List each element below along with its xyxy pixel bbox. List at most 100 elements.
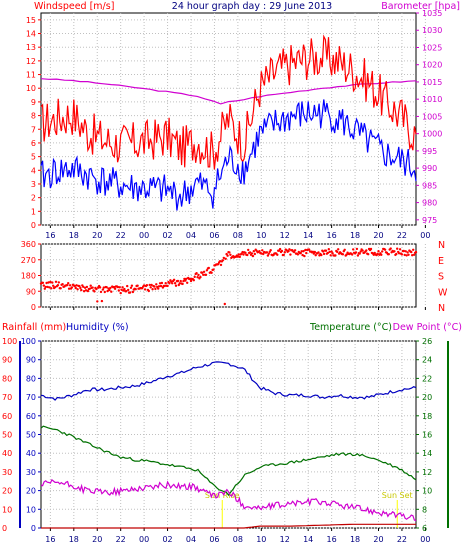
wind-direction-point: [237, 253, 240, 256]
climate-x-tick-label: 20: [373, 535, 383, 544]
wind-direction-point: [246, 253, 249, 257]
climate-left-tick-label: 30: [26, 468, 36, 477]
wind-direction-point: [121, 286, 124, 289]
wind-x-tick-label: 18: [69, 231, 79, 240]
wind-direction-point: [226, 254, 229, 257]
wind-direction-point: [68, 284, 72, 287]
wind-x-tick-label: 10: [256, 231, 266, 240]
wind-right-tick-label: 995: [422, 147, 437, 156]
wind-right-tick-label: 1030: [422, 26, 442, 35]
wind-direction-point: [59, 287, 62, 290]
wind-direction-point: [313, 250, 316, 254]
wind-direction-point: [324, 249, 328, 252]
wind-direction-point: [358, 252, 361, 255]
wind-direction-point: [393, 250, 396, 253]
wind-left-tick-label: 3: [31, 180, 36, 189]
wind-direction-point: [369, 247, 373, 251]
wind-direction-point: [287, 249, 290, 253]
wind-direction-point: [267, 252, 270, 255]
wind-direction-point: [179, 279, 182, 283]
graph-title: 24 hour graph day : 29 June 2013: [172, 1, 332, 12]
wind-direction-point: [53, 286, 57, 289]
wind-direction-point: [154, 287, 157, 291]
wind-x-tick-label: 06: [209, 231, 219, 240]
wind-direction-point: [262, 252, 265, 256]
wind-direction-point: [327, 248, 330, 251]
wind-direction-point: [376, 252, 379, 255]
wind-direction-point: [383, 248, 387, 251]
rainfall-tick-label: 50: [2, 431, 12, 440]
wind-direction-point: [75, 284, 78, 287]
wind-direction-point: [155, 283, 158, 286]
wind-right-tick-label: 1025: [422, 43, 442, 52]
wind-left-tick-label: 7: [31, 125, 36, 134]
wind-direction-point: [278, 247, 282, 251]
wind-left-tick-label: 11: [26, 71, 36, 80]
wind-direction-point: [303, 254, 306, 258]
wind-direction-point: [300, 250, 303, 253]
wind-direction-point: [163, 284, 166, 288]
wind-direction-point: [201, 271, 204, 274]
wind-direction-point: [299, 251, 302, 255]
climate-x-tick-label: 22: [116, 535, 126, 544]
climate-left-tick-label: 80: [26, 374, 36, 383]
wind-direction-point: [192, 279, 195, 282]
wind-direction-point: [44, 285, 47, 289]
wind-direction-point: [49, 280, 52, 284]
wind-direction-point: [168, 282, 171, 285]
wind-direction-point: [142, 284, 146, 287]
wind-x-tick-label: 00: [420, 231, 430, 240]
wind-direction-point: [218, 260, 222, 263]
wind-direction-point: [134, 288, 137, 291]
climate-right-tick-label: 16: [422, 431, 432, 440]
wind-direction-point: [414, 250, 418, 254]
climate-x-tick-label: 08: [233, 535, 243, 544]
wind-left-tick-label: 6: [31, 139, 36, 148]
wind-direction-point: [116, 285, 120, 289]
wind-direction-point: [147, 289, 150, 293]
wind-right-tick-label: 1005: [422, 112, 442, 121]
compass-label: E: [438, 256, 444, 267]
wind-direction-point: [247, 248, 250, 252]
wind-direction-point: [54, 280, 58, 283]
wind-x-tick-label: 20: [92, 231, 102, 240]
wind-direction-point: [326, 251, 330, 255]
wind-direction-point: [158, 282, 162, 285]
wind-direction-point: [47, 281, 50, 284]
wind-direction-point: [336, 250, 339, 254]
compass-label: N: [438, 240, 445, 251]
wind-left-tick-label: 9: [31, 98, 36, 107]
wind-direction-point: [355, 247, 359, 251]
wind-direction-point: [157, 287, 160, 290]
wind-direction-point: [304, 248, 307, 252]
climate-left-tick-label: 10: [26, 505, 36, 514]
wind-direction-point: [83, 286, 87, 289]
climate-x-tick-label: 18: [350, 535, 360, 544]
wind-direction-point: [351, 253, 354, 256]
rainfall-tick-label: 70: [2, 393, 12, 402]
wind-direction-point: [276, 253, 279, 256]
wind-direction-point: [171, 282, 174, 285]
wind-direction-point: [160, 281, 164, 285]
wind-direction-point: [283, 251, 286, 254]
wind-left-tick-label: 13: [26, 43, 36, 52]
wind-direction-point: [127, 288, 130, 292]
wind-direction-point: [189, 279, 193, 283]
wind-direction-point: [305, 251, 308, 255]
wind-direction-point: [88, 287, 92, 290]
climate-left-tick-label: 100: [21, 337, 36, 346]
wind-direction-point: [130, 284, 134, 287]
wind-direction-point: [98, 286, 102, 289]
wind-direction-point: [248, 251, 252, 254]
wind-direction-point: [93, 290, 96, 293]
climate-right-tick-label: 10: [422, 487, 432, 496]
rainfall-line: [41, 523, 416, 529]
wind-direction-point: [219, 263, 223, 267]
climate-x-tick-label: 22: [397, 535, 407, 544]
wind-direction-point: [400, 253, 404, 256]
wind-x-tick-label: 14: [303, 231, 313, 240]
wind-direction-point: [91, 286, 94, 289]
climate-x-tick-label: 16: [45, 535, 55, 544]
humidity-line: [40, 361, 417, 401]
